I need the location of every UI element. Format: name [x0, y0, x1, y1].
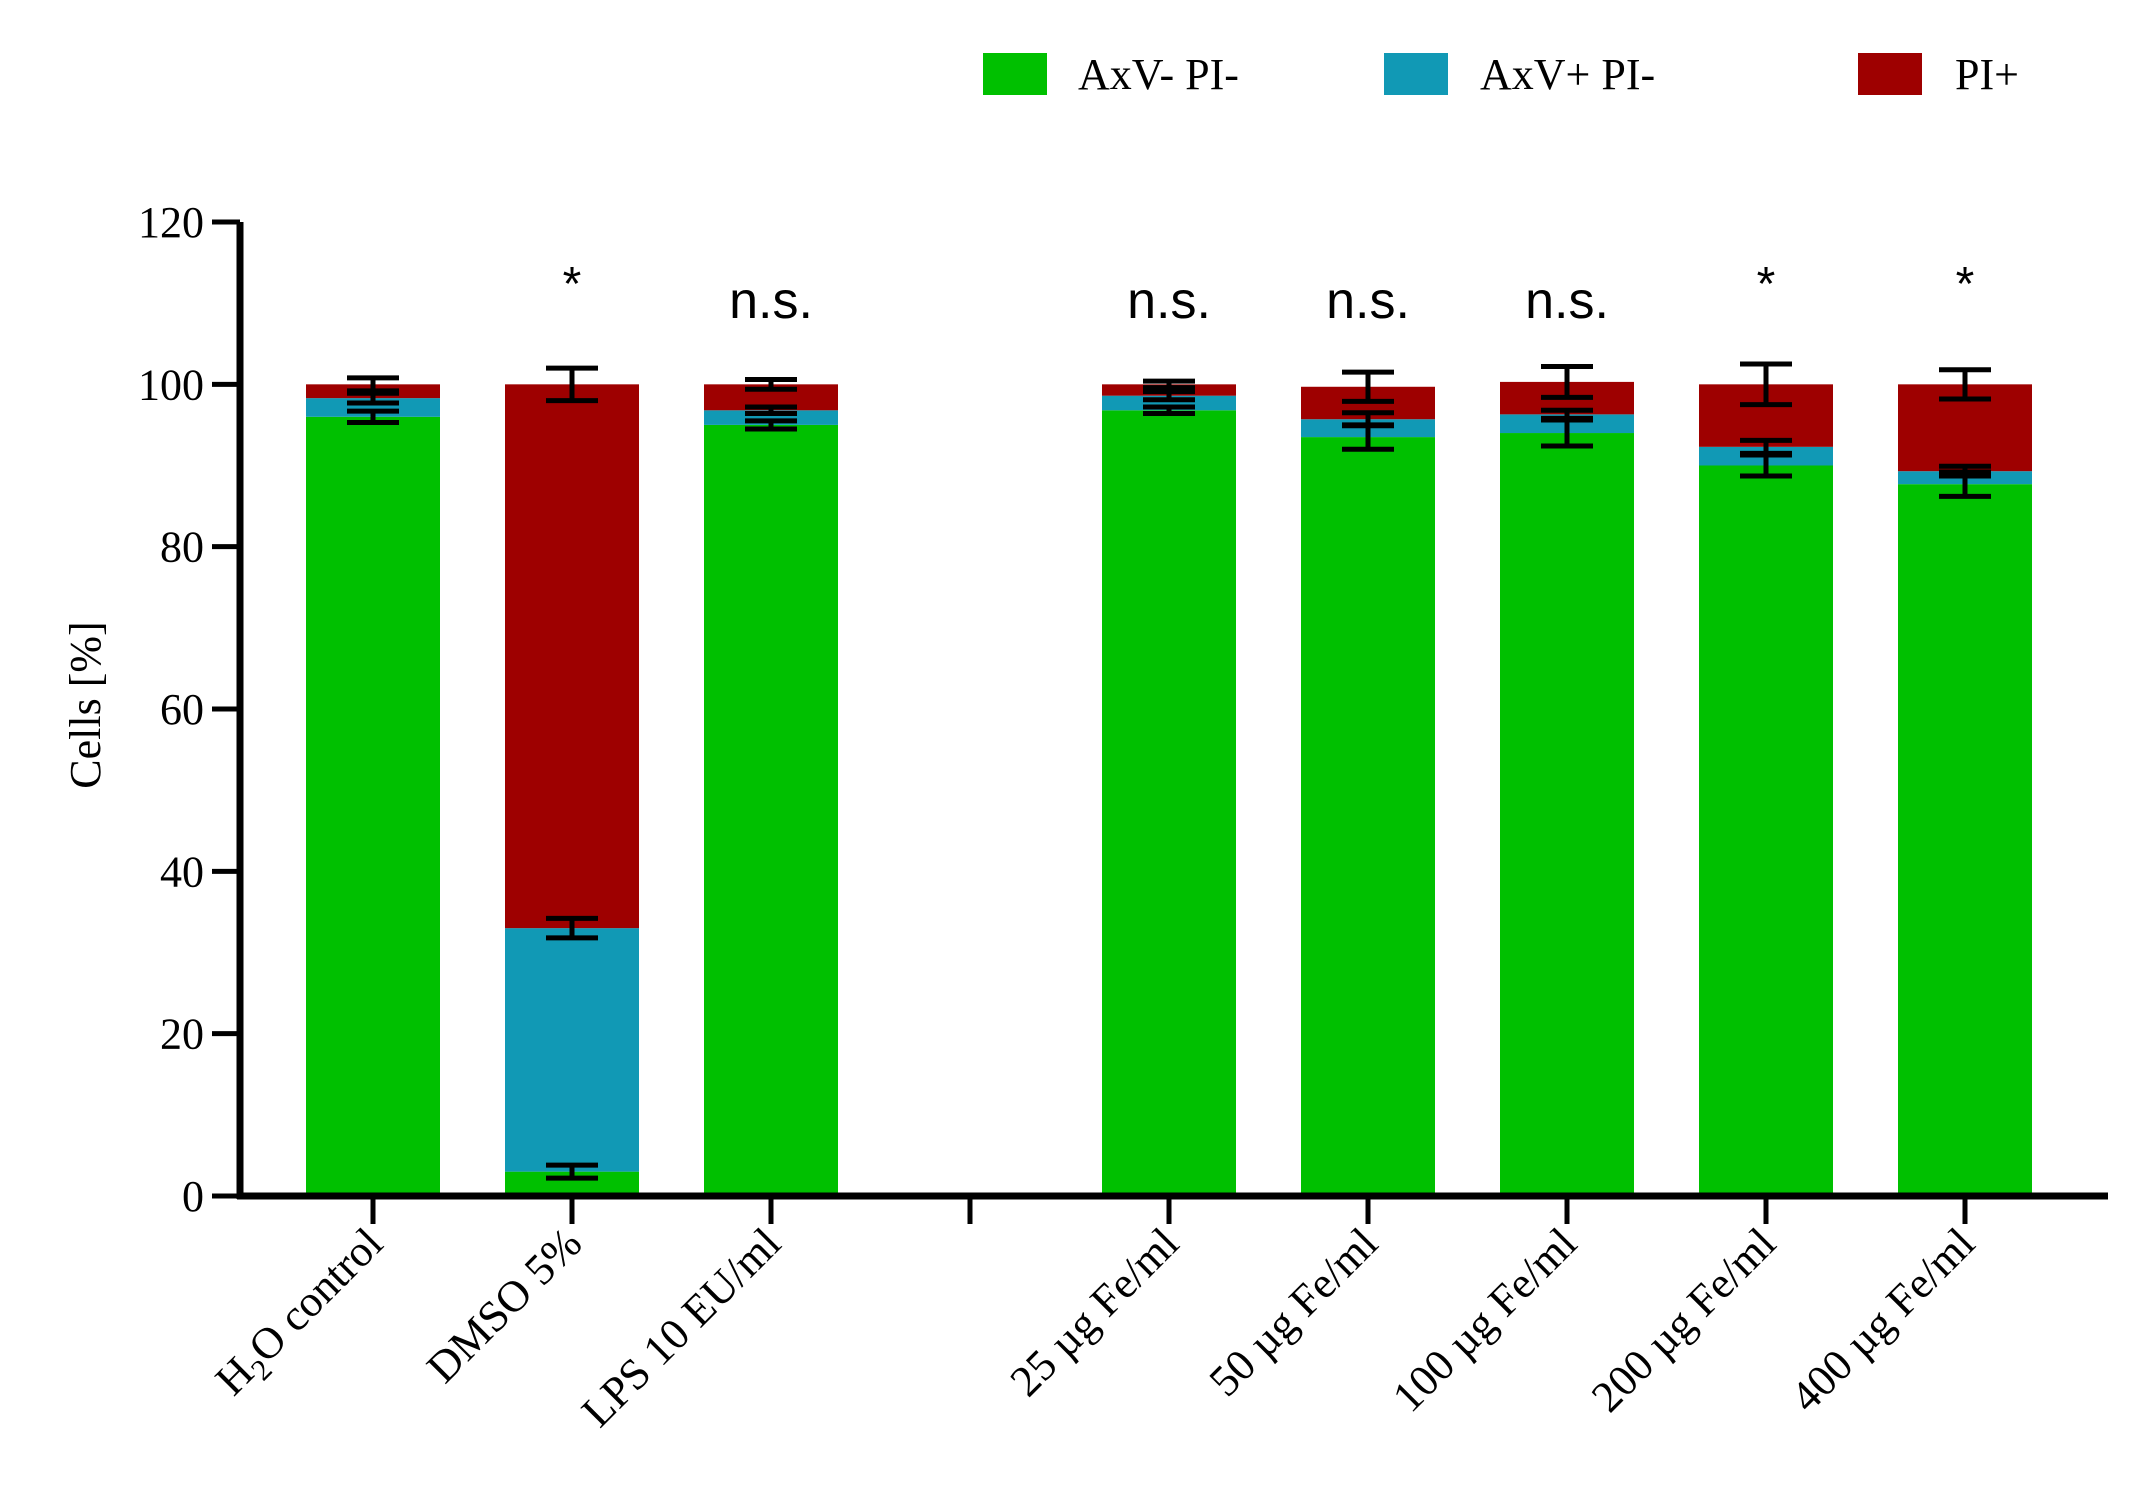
x-tick-label-1: DMSO 5%: [417, 1218, 591, 1392]
bar-blue-0: [306, 398, 440, 417]
x-tick-label-0: H2O control: [206, 1218, 397, 1409]
y-tick-label-40: 40: [160, 847, 204, 896]
x-tick-label-8: 400 µg Fe/ml: [1781, 1218, 1984, 1421]
bar-blue-1: [505, 928, 639, 1172]
y-tick-label-20: 20: [160, 1010, 204, 1059]
legend-swatch-green: [983, 53, 1047, 95]
x-tick-label-5: 50 µg Fe/ml: [1200, 1218, 1387, 1405]
legend-label-blue: AxV+ PI-: [1480, 50, 1655, 99]
bar-green-4: [1102, 410, 1236, 1197]
significance-label-1: *: [563, 258, 582, 311]
bar-green-7: [1699, 465, 1833, 1196]
bar-green-6: [1500, 433, 1634, 1196]
y-tick-label-60: 60: [160, 685, 204, 734]
significance-label-2: n.s.: [729, 272, 813, 330]
significance-label-4: n.s.: [1127, 272, 1211, 330]
x-tick-label-7: 200 µg Fe/ml: [1582, 1218, 1785, 1421]
y-axis-title: Cells [%]: [61, 621, 110, 788]
bar-green-0: [306, 416, 440, 1196]
legend: AxV- PI- AxV+ PI- PI+: [983, 50, 2019, 99]
significance-label-6: n.s.: [1525, 272, 1609, 330]
legend-swatch-blue: [1384, 53, 1448, 95]
bar-red-1: [505, 384, 639, 929]
significance-label-7: *: [1757, 258, 1776, 311]
y-tick-label-120: 120: [138, 198, 204, 247]
axes: [212, 219, 2108, 1224]
y-tick-label-80: 80: [160, 523, 204, 572]
significance-label-5: n.s.: [1326, 272, 1410, 330]
bar-blue-2: [704, 410, 838, 425]
x-tick-label-6: 100 µg Fe/ml: [1383, 1218, 1586, 1421]
y-tick-label-100: 100: [138, 360, 204, 409]
legend-label-green: AxV- PI-: [1078, 50, 1239, 99]
legend-label-red: PI+: [1955, 50, 2019, 99]
y-tick-label-0: 0: [182, 1172, 204, 1221]
significance-label-8: *: [1956, 258, 1975, 311]
plot-area: [306, 361, 2032, 1197]
bar-green-8: [1898, 484, 2032, 1196]
legend-swatch-red: [1858, 53, 1922, 95]
bar-blue-4: [1102, 395, 1236, 411]
bar-green-2: [704, 424, 838, 1197]
x-tick-label-2: LPS 10 EU/ml: [572, 1218, 790, 1436]
x-tick-label-4: 25 µg Fe/ml: [1001, 1218, 1188, 1405]
bar-green-5: [1301, 437, 1435, 1196]
